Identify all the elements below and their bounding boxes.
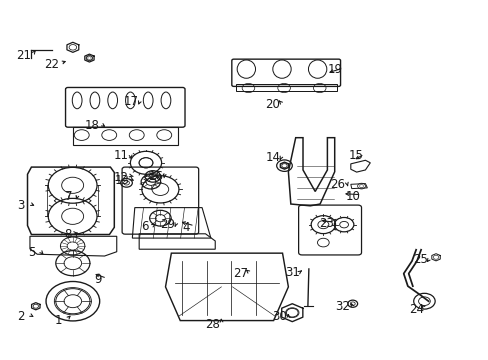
Text: 15: 15 (347, 149, 363, 162)
Text: 29: 29 (160, 218, 175, 231)
Text: 23: 23 (318, 217, 333, 230)
Text: 30: 30 (272, 310, 286, 324)
Text: 7: 7 (65, 190, 73, 203)
Text: 21: 21 (17, 49, 32, 62)
Text: 3: 3 (18, 199, 25, 212)
Text: 16: 16 (148, 170, 163, 183)
Text: 27: 27 (233, 267, 247, 280)
Text: 8: 8 (64, 228, 72, 241)
Text: 17: 17 (123, 95, 139, 108)
Bar (235, 84, 336, 91)
Text: 31: 31 (285, 266, 299, 279)
Text: 28: 28 (205, 318, 220, 331)
Bar (72, 127, 178, 145)
Text: 14: 14 (264, 151, 280, 164)
Text: 6: 6 (141, 220, 148, 233)
Text: 5: 5 (28, 246, 35, 259)
Text: 19: 19 (326, 63, 342, 76)
Text: 20: 20 (265, 98, 280, 111)
Text: 24: 24 (408, 303, 423, 316)
Text: 13: 13 (114, 174, 129, 186)
Text: 22: 22 (44, 58, 59, 71)
Text: 2: 2 (18, 310, 25, 323)
Text: 32: 32 (335, 300, 350, 313)
Text: 11: 11 (114, 149, 129, 162)
Text: 1: 1 (54, 314, 62, 327)
Text: 18: 18 (85, 119, 100, 132)
Text: 4: 4 (182, 221, 189, 234)
Text: 12: 12 (114, 171, 129, 184)
Text: 10: 10 (345, 190, 360, 203)
Text: 26: 26 (330, 178, 345, 191)
Text: 9: 9 (94, 273, 102, 286)
Text: 25: 25 (413, 253, 427, 266)
